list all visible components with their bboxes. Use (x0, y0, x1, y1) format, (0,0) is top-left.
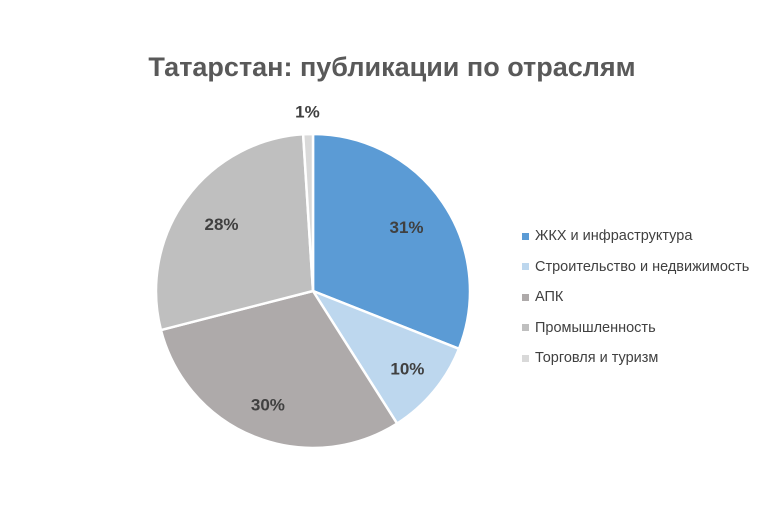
data-label-3: 30% (251, 395, 285, 414)
legend-swatch (522, 324, 529, 332)
legend-swatch (522, 354, 529, 362)
legend-swatch (522, 263, 529, 271)
legend-swatch (522, 293, 529, 301)
legend-label: ЖКХ и инфраструктура (535, 228, 693, 245)
pie-slice-3 (159, 289, 399, 450)
legend-item: Строительство и недвижимость (522, 252, 749, 283)
legend-item: ЖКХ и инфраструктура (522, 221, 749, 252)
legend: ЖКХ и инфраструктура Строительство и недв… (522, 221, 749, 374)
pie-slice-2 (311, 289, 461, 425)
legend-item: Промышленность (522, 313, 749, 344)
legend-swatch (522, 232, 529, 240)
data-label-1: 31% (389, 218, 423, 237)
pie-slice-4 (154, 133, 315, 332)
legend-label: Строительство и недвижимость (535, 258, 750, 275)
legend-label: Промышленность (535, 319, 656, 336)
data-label-2: 10% (390, 360, 424, 379)
data-label-4: 28% (204, 215, 238, 234)
chart-title: Татарстан: публикации по отраслям (148, 52, 636, 82)
legend-label: Торговля и туризм (535, 350, 659, 367)
pie-slice-1 (311, 132, 472, 351)
legend-label: АПК (535, 289, 564, 306)
data-label-5: 1% (295, 103, 320, 122)
legend-item: Торговля и туризм (522, 343, 749, 374)
pie-slice-5 (301, 132, 315, 293)
legend-item: АПК (522, 282, 749, 313)
